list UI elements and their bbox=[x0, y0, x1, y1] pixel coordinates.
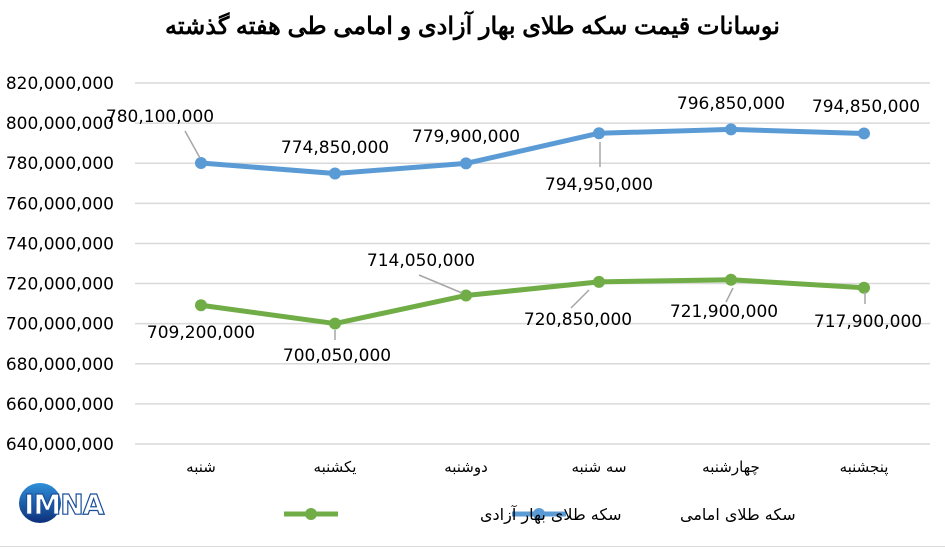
data-point-marker bbox=[329, 317, 341, 330]
legend-label: سکه طلای بهار آزادی bbox=[480, 505, 622, 525]
data-point-marker bbox=[195, 157, 207, 170]
gridlines bbox=[135, 82, 930, 445]
logo-text: IMNA bbox=[24, 488, 105, 521]
data-point-marker bbox=[329, 167, 341, 180]
data-label: 794,950,000 bbox=[545, 175, 653, 195]
y-tick-label: 820,000,000 bbox=[6, 74, 114, 94]
data-label: 709,200,000 bbox=[147, 323, 255, 343]
data-label: 720,850,000 bbox=[524, 310, 632, 330]
legend-item-1: سکه طلای بهار آزادی bbox=[284, 505, 622, 525]
y-tick-label: 800,000,000 bbox=[6, 114, 114, 134]
data-point-marker bbox=[725, 273, 737, 286]
series-line-1 bbox=[200, 277, 865, 327]
leader-line bbox=[570, 289, 590, 309]
data-point-marker bbox=[460, 157, 472, 170]
x-tick-label: یکشنبه bbox=[314, 458, 357, 476]
legend: سکه طلای امامی سکه طلای بهار آزادی bbox=[284, 505, 796, 525]
y-tick-label: 780,000,000 bbox=[6, 154, 114, 174]
leader-line bbox=[184, 130, 201, 159]
y-axis: 640,000,000 660,000,000 680,000,000 700,000… bbox=[6, 74, 114, 455]
logo-circle-icon bbox=[19, 483, 61, 523]
y-tick-label: 700,000,000 bbox=[6, 315, 114, 335]
y-tick-label: 720,000,000 bbox=[6, 275, 114, 295]
data-label: 721,900,000 bbox=[670, 302, 778, 322]
data-label: 774,850,000 bbox=[281, 138, 389, 158]
series-line-0 bbox=[200, 126, 865, 177]
data-point-marker bbox=[858, 281, 870, 294]
data-label: 780,100,000 bbox=[106, 107, 214, 127]
y-tick-label: 680,000,000 bbox=[6, 355, 114, 375]
legend-marker-icon bbox=[533, 508, 545, 520]
legend-item-0: سکه طلای امامی bbox=[512, 505, 796, 524]
data-label: 794,850,000 bbox=[812, 97, 920, 117]
x-tick-label: سه شنبه bbox=[571, 458, 626, 476]
y-tick-label: 740,000,000 bbox=[6, 234, 114, 254]
data-label: 700,050,000 bbox=[283, 346, 391, 366]
legend-marker-icon bbox=[305, 508, 317, 520]
imna-logo: IMNA bbox=[19, 483, 106, 523]
data-label: 717,900,000 bbox=[814, 312, 922, 332]
data-point-marker bbox=[460, 289, 472, 302]
x-tick-label: چهارشنبه bbox=[702, 458, 760, 476]
data-point-marker bbox=[195, 299, 207, 312]
data-point-marker bbox=[725, 123, 737, 136]
bottom-divider bbox=[0, 546, 945, 547]
x-tick-label: شنبه bbox=[186, 458, 216, 476]
data-label: 796,850,000 bbox=[677, 94, 785, 114]
y-tick-label: 640,000,000 bbox=[6, 435, 114, 455]
data-point-marker bbox=[593, 127, 605, 140]
data-label: 779,900,000 bbox=[412, 127, 520, 147]
data-point-marker bbox=[593, 275, 605, 288]
y-tick-label: 660,000,000 bbox=[6, 395, 114, 415]
legend-label: سکه طلای امامی bbox=[680, 505, 796, 524]
y-tick-label: 760,000,000 bbox=[6, 194, 114, 214]
data-label: 714,050,000 bbox=[367, 251, 475, 271]
x-tick-label: پنجشنبه bbox=[840, 458, 889, 477]
series-lines bbox=[195, 123, 870, 330]
data-labels: 780,100,000 774,850,000 779,900,000 794,950… bbox=[106, 94, 922, 366]
x-axis: شنبه یکشنبه دوشنبه سه شنبه چهارشنبه پنجشنبه bbox=[186, 458, 888, 477]
leader-line bbox=[418, 274, 463, 294]
leader-line bbox=[725, 287, 734, 303]
data-point-marker bbox=[858, 127, 870, 140]
chart-title: نوسانات قیمت سکه طلای بهار آزادی و امامی… bbox=[165, 13, 780, 40]
x-tick-label: دوشنبه bbox=[444, 458, 488, 476]
